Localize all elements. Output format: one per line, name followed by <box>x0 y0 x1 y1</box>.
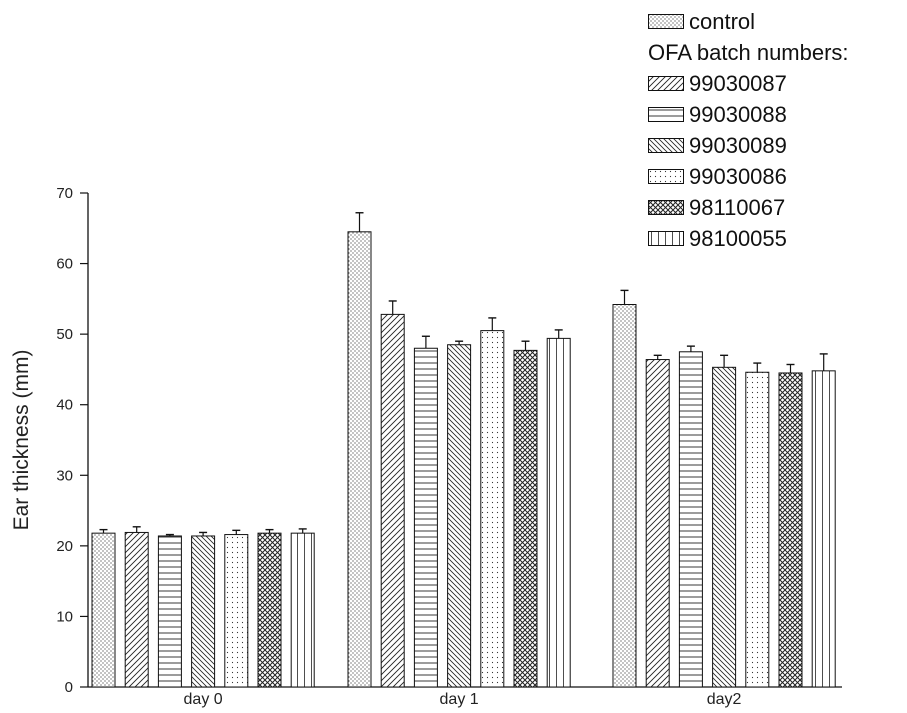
legend-swatch <box>648 231 684 246</box>
legend-batch-group: 99030087 99030088 99030089 99030086 98110067… <box>648 68 849 254</box>
y-tick-label: 0 <box>65 679 73 696</box>
legend-item: 99030088 <box>648 99 849 130</box>
legend-title: OFA batch numbers: <box>648 40 849 65</box>
y-tick-label: 60 <box>56 256 73 273</box>
y-tick-label: 10 <box>56 608 73 625</box>
bar-control-day2 <box>612 304 637 688</box>
bar-99030088-day2 <box>678 351 703 688</box>
bar-99030086-day2 <box>745 371 770 688</box>
legend-swatch <box>648 14 684 29</box>
legend-label: 99030089 <box>689 133 787 158</box>
x-tick-label: day2 <box>707 691 742 708</box>
legend-item: 98110067 <box>648 192 849 223</box>
legend-label: 98110067 <box>689 195 786 220</box>
error-bars <box>99 212 828 536</box>
bar-99030087-day1 <box>380 313 405 688</box>
bar-98100055-day2 <box>811 370 836 688</box>
legend-label: control <box>689 9 756 34</box>
bar-control-day0 <box>91 532 116 688</box>
legend-item: 99030089 <box>648 130 849 161</box>
y-tick-label: 20 <box>56 538 73 555</box>
bar-99030088-day0 <box>157 535 182 688</box>
y-tick-label: 40 <box>56 397 73 414</box>
y-tick-label: 50 <box>56 326 73 343</box>
bar-99030087-day2 <box>645 359 670 688</box>
bar-99030086-day1 <box>480 330 505 688</box>
bar-98110067-day1 <box>513 349 538 688</box>
bar-98110067-day2 <box>778 372 803 688</box>
legend-item: 99030086 <box>648 161 849 192</box>
bars <box>91 231 836 688</box>
legend-item: control <box>648 6 849 37</box>
bar-99030087-day0 <box>124 531 149 688</box>
legend: control OFA batch numbers: 99030087 99030… <box>648 6 849 254</box>
legend-label: 99030086 <box>689 164 787 189</box>
legend-swatch <box>648 169 684 184</box>
legend-swatch <box>648 76 684 91</box>
bar-99030089-day1 <box>447 344 472 688</box>
bar-99030089-day0 <box>191 535 216 688</box>
legend-swatch <box>648 200 684 215</box>
legend-label: 99030088 <box>689 102 787 127</box>
y-tick-label: 70 <box>56 185 73 202</box>
legend-swatch <box>648 138 684 153</box>
bar-99030086-day0 <box>224 534 249 688</box>
legend-control-group: control <box>648 6 849 37</box>
x-tick-label: day 0 <box>184 691 223 708</box>
legend-item: 98100055 <box>648 223 849 254</box>
y-ticks: 0 10 20 30 40 50 60 70 <box>56 185 88 696</box>
y-tick-label: 30 <box>56 467 73 484</box>
y-axis-label: Ear thickness (mm) <box>10 350 33 531</box>
bar-99030089-day2 <box>712 366 737 688</box>
bar-control-day1 <box>347 231 372 688</box>
bar-99030088-day1 <box>413 347 438 688</box>
bar-98100055-day1 <box>546 337 571 688</box>
legend-label: 98100055 <box>689 226 787 251</box>
bar-98110067-day0 <box>257 532 282 688</box>
legend-item: 99030087 <box>648 68 849 99</box>
x-tick-label: day 1 <box>440 691 479 708</box>
bar-98100055-day0 <box>290 532 315 688</box>
x-tick-labels: day 0 day 1 day2 <box>184 691 742 708</box>
legend-label: 99030087 <box>689 71 787 96</box>
legend-swatch <box>648 107 684 122</box>
